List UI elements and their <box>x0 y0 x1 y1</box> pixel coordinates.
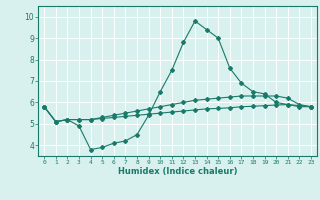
X-axis label: Humidex (Indice chaleur): Humidex (Indice chaleur) <box>118 167 237 176</box>
